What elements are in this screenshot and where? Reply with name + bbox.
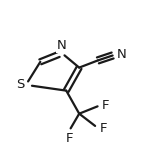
Text: N: N [57,39,67,52]
Text: F: F [99,122,107,135]
Text: N: N [117,48,126,61]
Text: S: S [16,78,24,91]
Text: F: F [65,132,73,145]
Text: F: F [102,99,110,112]
